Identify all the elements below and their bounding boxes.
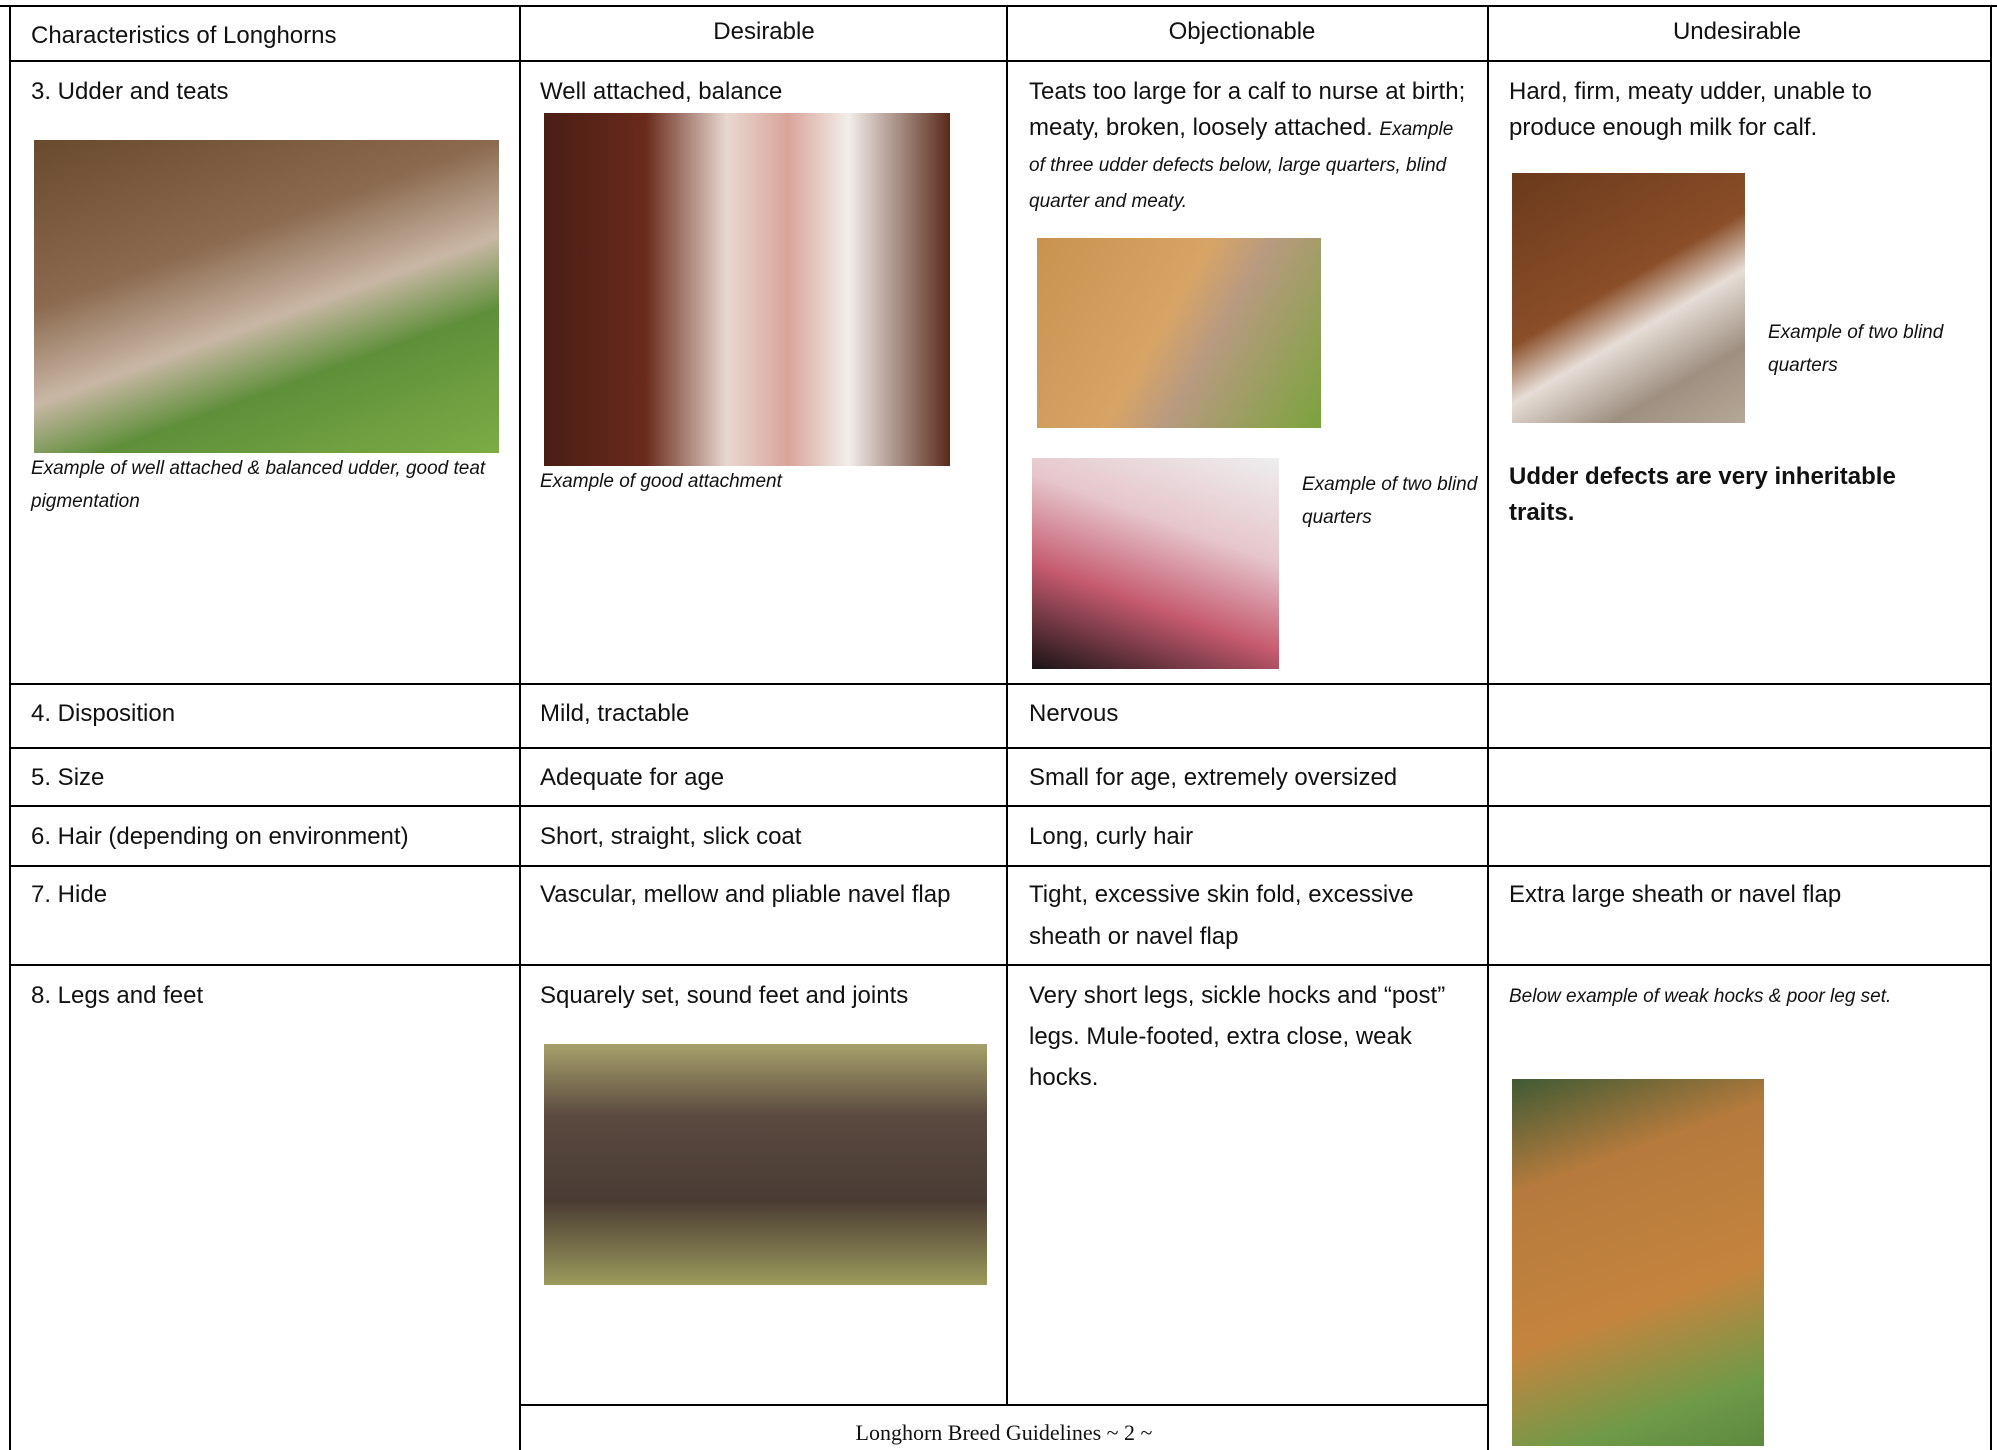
cell: 3. Udder and teats xyxy=(31,78,229,105)
caption: Example of good attachment xyxy=(540,471,782,492)
cell: Very short legs, sickle hocks and “post”… xyxy=(1029,982,1446,1091)
photo xyxy=(544,113,950,466)
cell: Long, curly hair xyxy=(1029,823,1194,850)
cell: Vascular, mellow and pliable navel flap xyxy=(540,881,951,908)
cell: Extra large sheath or navel flap xyxy=(1509,881,1842,908)
cell: 4. Disposition xyxy=(31,700,176,727)
photo xyxy=(1512,173,1745,423)
cell: Short, straight, slick coat xyxy=(540,823,802,850)
caption: Example of two blind quarters xyxy=(1302,474,1478,528)
note: Example of three udder defects below, la… xyxy=(1029,119,1454,212)
cell: Mild, tractable xyxy=(540,700,690,727)
cell: Well attached, balance xyxy=(540,78,783,105)
cell: 8. Legs and feet xyxy=(31,982,204,1009)
caption: Example of two blind quarters xyxy=(1768,322,1944,376)
cell: Teats too large for a calf to nurse at b… xyxy=(1029,74,1469,218)
footer: Longhorn Breed Guidelines ~ 2 ~ xyxy=(855,1420,1153,1445)
header-cell: Objectionable xyxy=(1168,18,1316,45)
photo xyxy=(544,1044,987,1285)
caption: Example of well attached & balanced udde… xyxy=(31,458,486,512)
cell: 6. Hair (depending on environment) xyxy=(31,823,409,850)
cell: Small for age, extremely oversized xyxy=(1029,764,1398,791)
cell: Adequate for age xyxy=(540,764,725,791)
cell: 5. Size xyxy=(31,764,105,791)
cell-text: Teats too large for a calf to nurse at b… xyxy=(1029,78,1466,141)
photo xyxy=(1032,458,1279,669)
cell: Hard, firm, meaty udder, unable to produ… xyxy=(1509,78,1872,141)
header-cell: Desirable xyxy=(713,18,815,45)
cell: Squarely set, sound feet and joints xyxy=(540,982,909,1009)
note: Below example of weak hocks & poor leg s… xyxy=(1509,986,1892,1007)
cell: 7. Hide xyxy=(31,881,108,908)
photo xyxy=(34,140,499,453)
photo xyxy=(1037,238,1321,428)
header-cell: Characteristics of Longhorns xyxy=(31,22,337,49)
cell: Tight, excessive skin fold, excessive sh… xyxy=(1029,881,1414,950)
cell: Nervous xyxy=(1029,700,1119,727)
header-cell: Undesirable xyxy=(1672,18,1802,45)
note: Udder defects are very inheritable trait… xyxy=(1509,463,1896,526)
photo xyxy=(1512,1079,1764,1446)
